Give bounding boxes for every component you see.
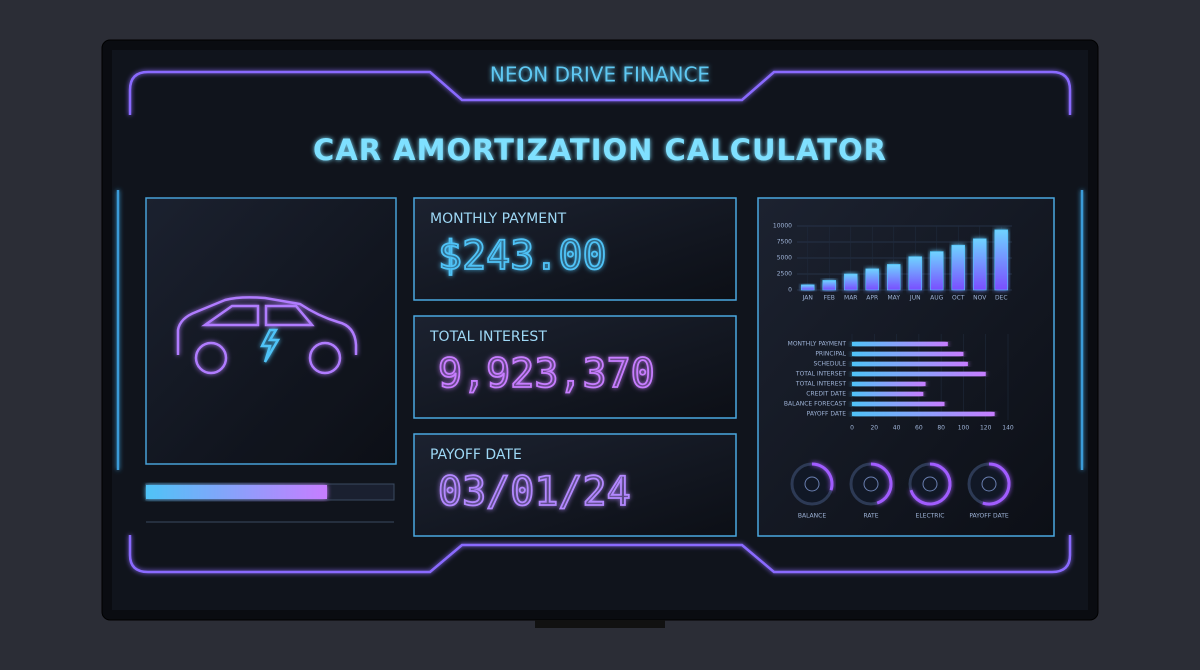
x-tick-label: 60: [915, 425, 923, 432]
hbar: [852, 342, 948, 346]
gauge-label: PAYOFF DATE: [969, 513, 1009, 520]
gauge-icon: [863, 476, 879, 492]
x-tick-label: 20: [870, 425, 878, 432]
x-tick-label: AUG: [930, 295, 943, 302]
bar: [972, 238, 987, 291]
x-tick-label: JUN: [909, 295, 921, 302]
progress-fill: [146, 485, 328, 499]
y-tick-label: BALANCE FORECAST: [784, 401, 846, 408]
hbar: [852, 402, 945, 406]
gauge-arc: [870, 462, 893, 505]
y-tick-label: PAYOFF DATE: [807, 411, 847, 418]
gauge-label: RATE: [863, 513, 878, 520]
bar: [822, 280, 836, 291]
car-icon: [176, 296, 358, 375]
x-tick-label: 140: [1002, 425, 1014, 432]
gauge-arc: [811, 462, 834, 491]
hbar: [852, 362, 968, 366]
y-tick-label: 7500: [777, 239, 792, 246]
x-tick-label: 120: [980, 425, 992, 432]
hbar: [852, 392, 924, 396]
card-label: TOTAL INTEREST: [429, 329, 547, 345]
hbar: [852, 372, 986, 376]
x-tick-label: FEB: [824, 295, 835, 302]
card-label: MONTHLY PAYMENT: [430, 211, 567, 227]
card-value: 9,923,370: [438, 351, 655, 397]
result-card: [413, 433, 737, 537]
result-card: [413, 315, 737, 419]
x-tick-label: DEC: [995, 295, 1008, 302]
card-value: $243.00: [438, 233, 607, 279]
bar: [886, 264, 901, 291]
result-card: [413, 197, 737, 301]
x-tick-label: 0: [850, 425, 854, 432]
gauge-arc: [982, 462, 1011, 506]
y-tick-label: 0: [788, 287, 792, 294]
y-tick-label: 2500: [777, 271, 792, 278]
y-tick-label: PRINCIPAL: [815, 351, 846, 358]
hbar: [852, 412, 995, 416]
card-value: 03/01/24: [438, 469, 631, 515]
x-tick-label: APR: [866, 295, 878, 302]
x-tick-label: NOV: [973, 295, 987, 302]
bar: [800, 284, 815, 291]
y-tick-label: CREDIT DATE: [806, 391, 846, 398]
bar: [843, 273, 858, 291]
bar: [865, 268, 879, 291]
x-tick-label: OCT: [952, 295, 965, 302]
hbar: [852, 352, 964, 356]
bar: [951, 244, 965, 291]
page-title: CAR AMORTIZATION CALCULATOR: [313, 133, 887, 167]
card-label: PAYOFF DATE: [430, 447, 522, 463]
gauge-icon: [804, 476, 820, 492]
bar: [908, 256, 922, 291]
x-tick-label: 100: [958, 425, 970, 432]
x-tick-label: MAR: [844, 295, 857, 302]
brand: NEON DRIVE FINANCE: [490, 63, 710, 87]
gauge-icon: [981, 476, 997, 492]
frame: [116, 70, 1084, 574]
x-tick-label: JAN: [802, 295, 813, 302]
y-tick-label: SCHEDULE: [814, 361, 847, 368]
hbar: [852, 382, 926, 386]
gauge-icon: [922, 476, 938, 492]
y-tick-label: MONTHLY PAYMENT: [788, 341, 847, 348]
stand: [535, 620, 665, 628]
y-tick-label: TOTAL INTERSET: [795, 371, 846, 378]
y-tick-label: TOTAL INTEREST: [795, 381, 846, 388]
y-tick-label: 10000: [773, 223, 792, 230]
gauge-label: BALANCE: [798, 513, 826, 520]
x-tick-label: 80: [937, 425, 945, 432]
gauge-label: ELECTRIC: [916, 513, 945, 520]
x-tick-label: 40: [893, 425, 901, 432]
bar: [929, 251, 944, 291]
gauge-arc: [909, 462, 952, 506]
y-tick-label: 5000: [777, 255, 792, 262]
x-tick-label: MAY: [888, 295, 901, 302]
bar: [994, 229, 1008, 291]
